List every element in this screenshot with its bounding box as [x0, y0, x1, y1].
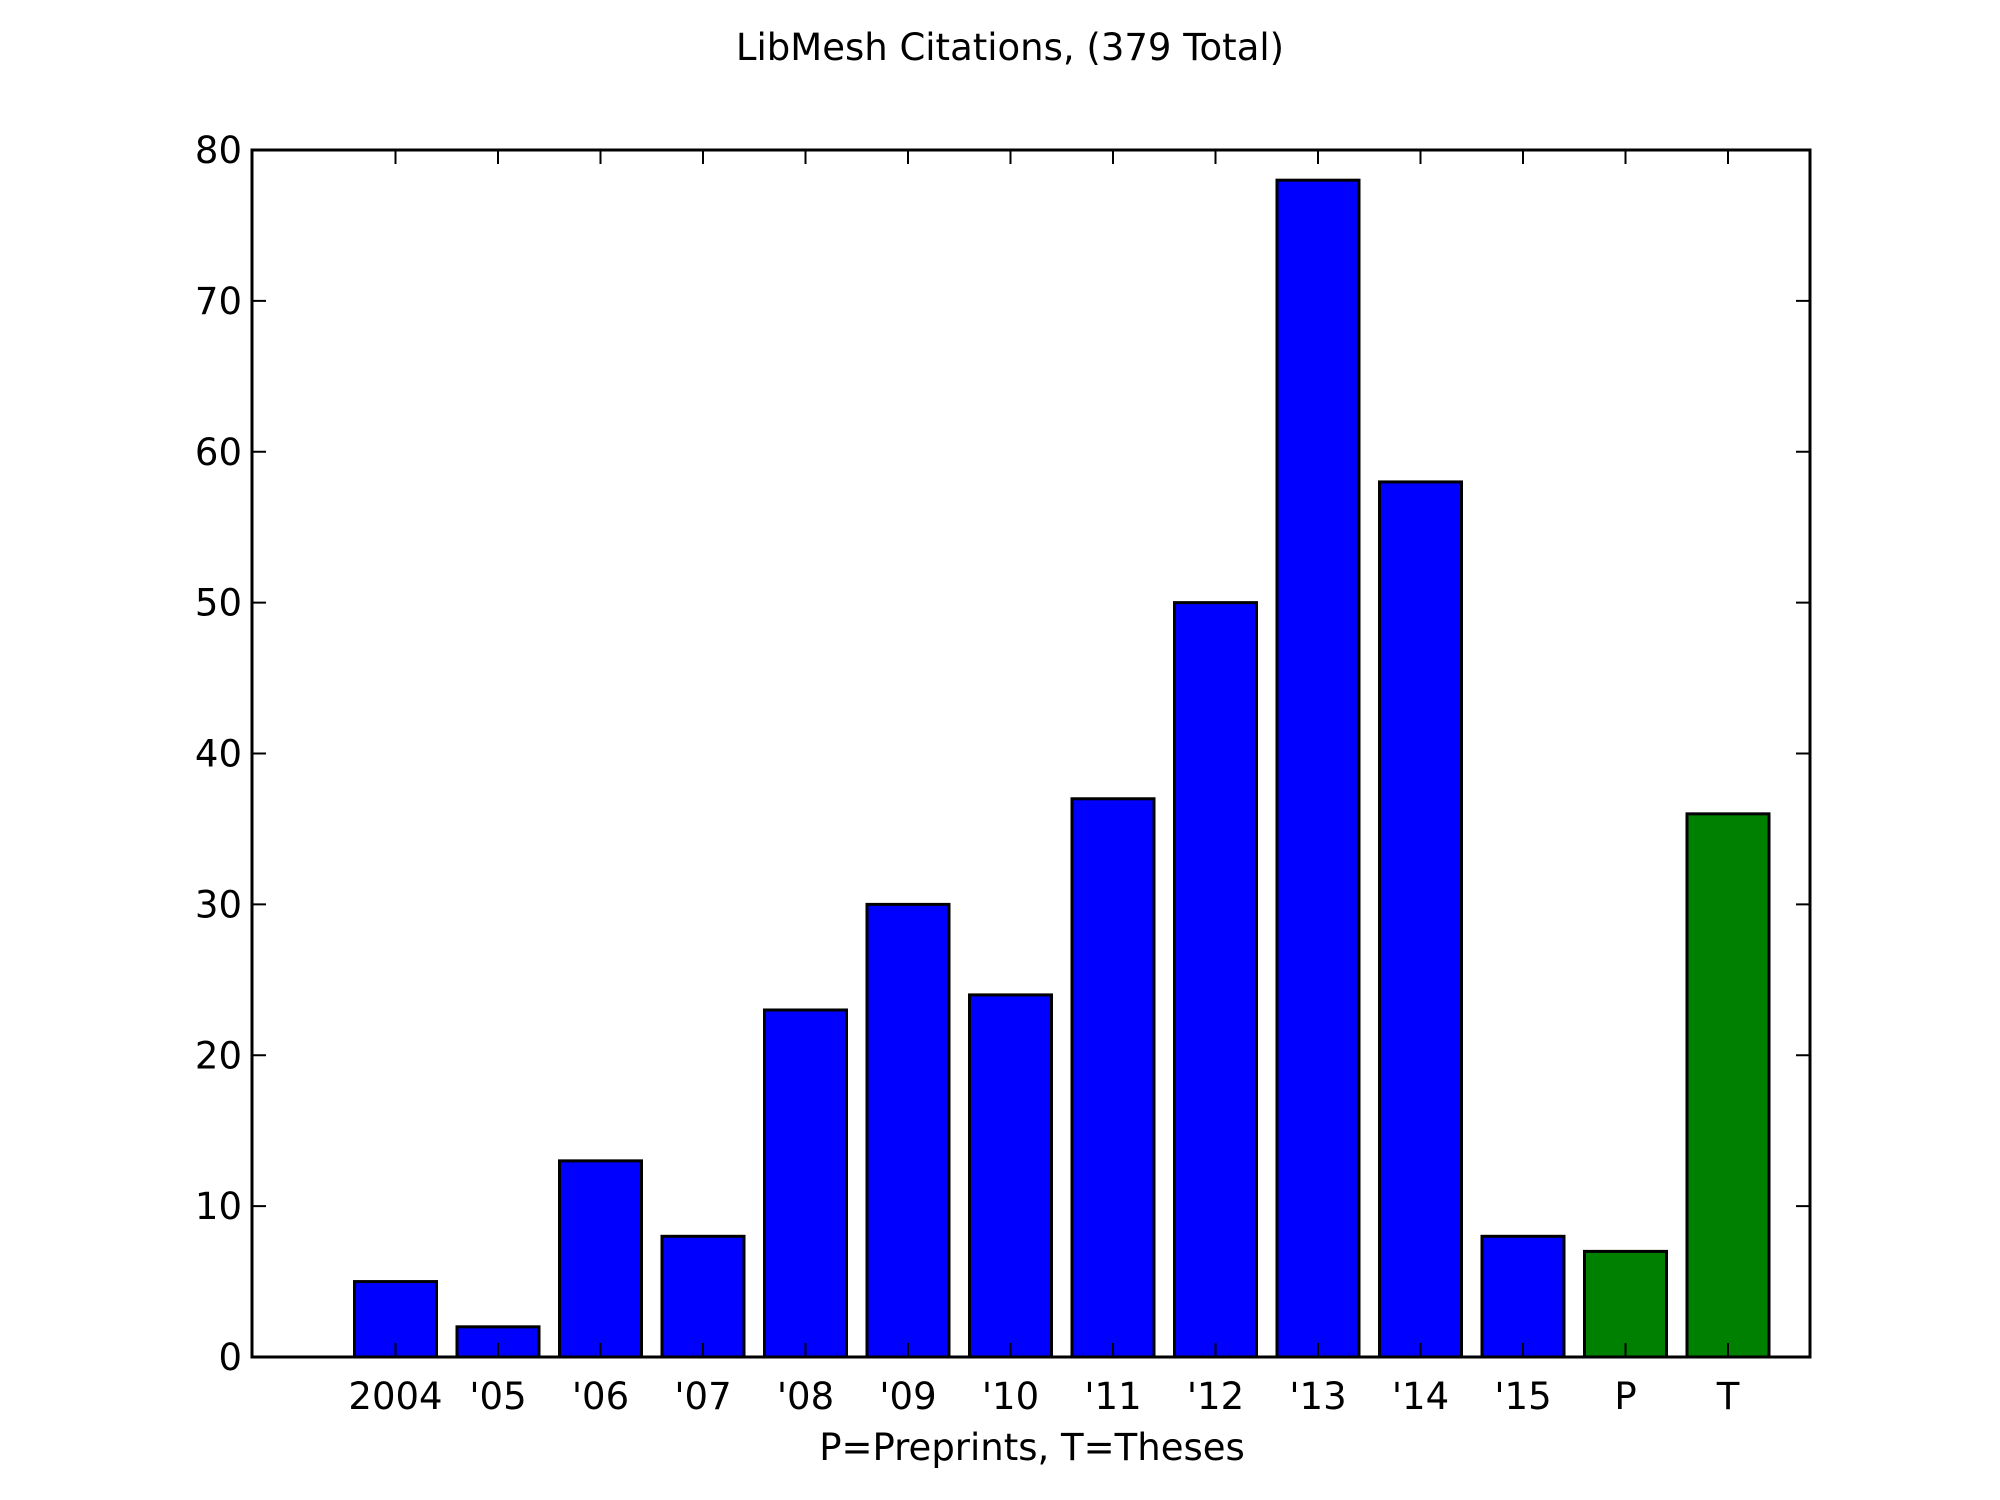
bar-10 — [1378, 480, 1463, 1359]
bar-11 — [1480, 1234, 1566, 1359]
x-tick-label-2: '06 — [572, 1375, 629, 1418]
x-tick-labels: 2004 '05 '06 '07 '08 '09 '10 '11 '12 '13 '14 '15 P T — [348, 1375, 1739, 1418]
bars-group — [353, 178, 1771, 1359]
y-tick-label-2: 20 — [195, 1034, 242, 1077]
x-tick-label-11: '15 — [1494, 1375, 1551, 1418]
bar-5 — [865, 902, 951, 1359]
y-tick-label-6: 60 — [195, 431, 242, 474]
x-tick-label-12: P — [1614, 1375, 1636, 1418]
bar-2 — [558, 1159, 643, 1359]
y-tick-label-3: 30 — [195, 883, 242, 926]
y-tick-label-4: 40 — [195, 733, 242, 776]
axes-frame — [250, 148, 1812, 1359]
bar-7 — [1070, 797, 1156, 1359]
y-tick-label-5: 50 — [195, 582, 242, 625]
bar-12 — [1583, 1249, 1668, 1359]
x-tick-label-8: '12 — [1187, 1375, 1244, 1418]
bar-3 — [660, 1234, 746, 1359]
chart-title: LibMesh Citations, (379 Total) — [736, 26, 1284, 69]
x-tick-label-13: T — [1716, 1375, 1740, 1418]
y-tick-label-7: 70 — [195, 280, 242, 323]
y-tick-labels: 0 10 20 30 40 50 60 70 80 — [195, 129, 242, 1379]
bar-9 — [1275, 178, 1361, 1359]
x-tick-label-3: '07 — [674, 1375, 731, 1418]
x-tick-label-7: '11 — [1084, 1375, 1141, 1418]
x-tick-label-9: '13 — [1289, 1375, 1346, 1418]
x-axis-label: P=Preprints, T=Theses — [819, 1426, 1245, 1469]
y-tick-label-1: 10 — [195, 1185, 242, 1228]
x-tick-label-1: '05 — [469, 1375, 526, 1418]
x-tick-label-6: '10 — [982, 1375, 1039, 1418]
x-tick-label-0: 2004 — [348, 1375, 442, 1418]
y-tick-label-0: 0 — [218, 1336, 242, 1379]
x-tick-label-5: '09 — [879, 1375, 936, 1418]
x-tick-label-10: '14 — [1392, 1375, 1449, 1418]
y-tick-label-8: 80 — [195, 129, 242, 172]
bar-4 — [763, 1008, 848, 1359]
x-tick-label-4: '08 — [777, 1375, 834, 1418]
bar-13 — [1685, 812, 1771, 1359]
bar-6 — [968, 993, 1053, 1359]
bar-8 — [1173, 601, 1258, 1359]
